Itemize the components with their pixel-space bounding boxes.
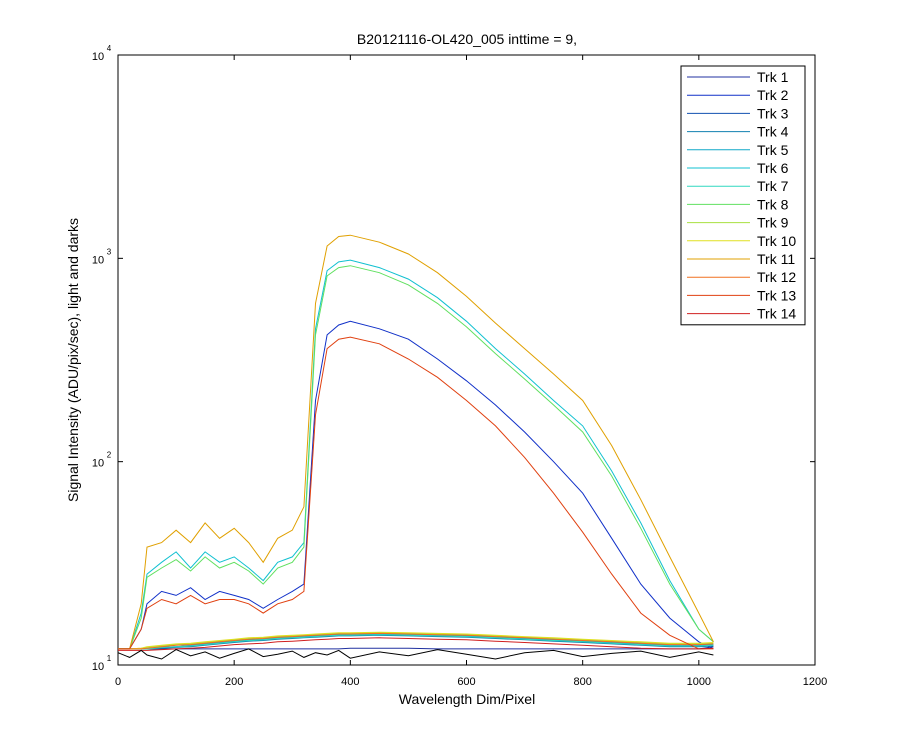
y-tick-exponent: 3 — [107, 247, 112, 256]
x-tick-label: 400 — [341, 676, 359, 688]
series-line — [118, 632, 714, 650]
series-line — [118, 320, 714, 650]
y-tick-label: 10 — [92, 254, 104, 266]
series-line — [118, 336, 714, 650]
x-tick-label: 0 — [115, 676, 121, 688]
x-tick-label: 1200 — [803, 676, 827, 688]
y-tick-exponent: 2 — [107, 451, 112, 460]
legend-label: Trk 4 — [757, 124, 789, 140]
legend-label: Trk 11 — [757, 251, 795, 267]
series-line — [118, 637, 714, 651]
y-tick-exponent: 4 — [107, 44, 112, 53]
x-tick-label: 1000 — [687, 676, 711, 688]
legend-label: Trk 6 — [757, 160, 789, 176]
y-tick-label: 10 — [92, 458, 104, 470]
legend-label: Trk 7 — [757, 178, 789, 194]
legend-box — [680, 65, 806, 326]
legend-label: Trk 13 — [757, 287, 796, 303]
legend-label: Trk 9 — [757, 215, 789, 231]
legend-label: Trk 2 — [757, 87, 789, 103]
y-tick-exponent: 1 — [107, 654, 112, 663]
legend-label: Trk 1 — [757, 69, 789, 85]
series-line — [118, 631, 714, 650]
x-tick-label: 600 — [457, 676, 475, 688]
legend-label: Trk 14 — [757, 306, 796, 322]
y-axis-title: Signal Intensity (ADU/pix/sec), light an… — [65, 218, 81, 502]
legend-label: Trk 10 — [757, 233, 796, 249]
legend: Trk 1 Trk 2 Trk 3 Trk 4 Trk 5 Trk 6 Trk 7 Trk 8… — [680, 65, 806, 326]
x-tick-label: 800 — [573, 676, 591, 688]
legend-label: Trk 12 — [757, 269, 796, 285]
y-tick-label: 10 — [92, 661, 104, 673]
legend-label: Trk 5 — [757, 142, 789, 158]
x-tick-label: 200 — [225, 676, 243, 688]
series-line — [118, 265, 714, 650]
series-line — [117, 648, 714, 660]
series-line — [118, 634, 714, 650]
series-line — [118, 632, 714, 650]
series-line — [118, 634, 714, 650]
legend-label: Trk 8 — [757, 196, 789, 212]
legend-label: Trk 3 — [757, 105, 789, 121]
x-axis-title: Wavelength Dim/Pixel — [399, 691, 535, 707]
y-tick-label: 10 — [92, 51, 104, 63]
series-line — [118, 259, 714, 650]
series-line — [118, 234, 714, 650]
chart-title: B20121116-OL420_005 inttime = 9, — [357, 31, 577, 47]
